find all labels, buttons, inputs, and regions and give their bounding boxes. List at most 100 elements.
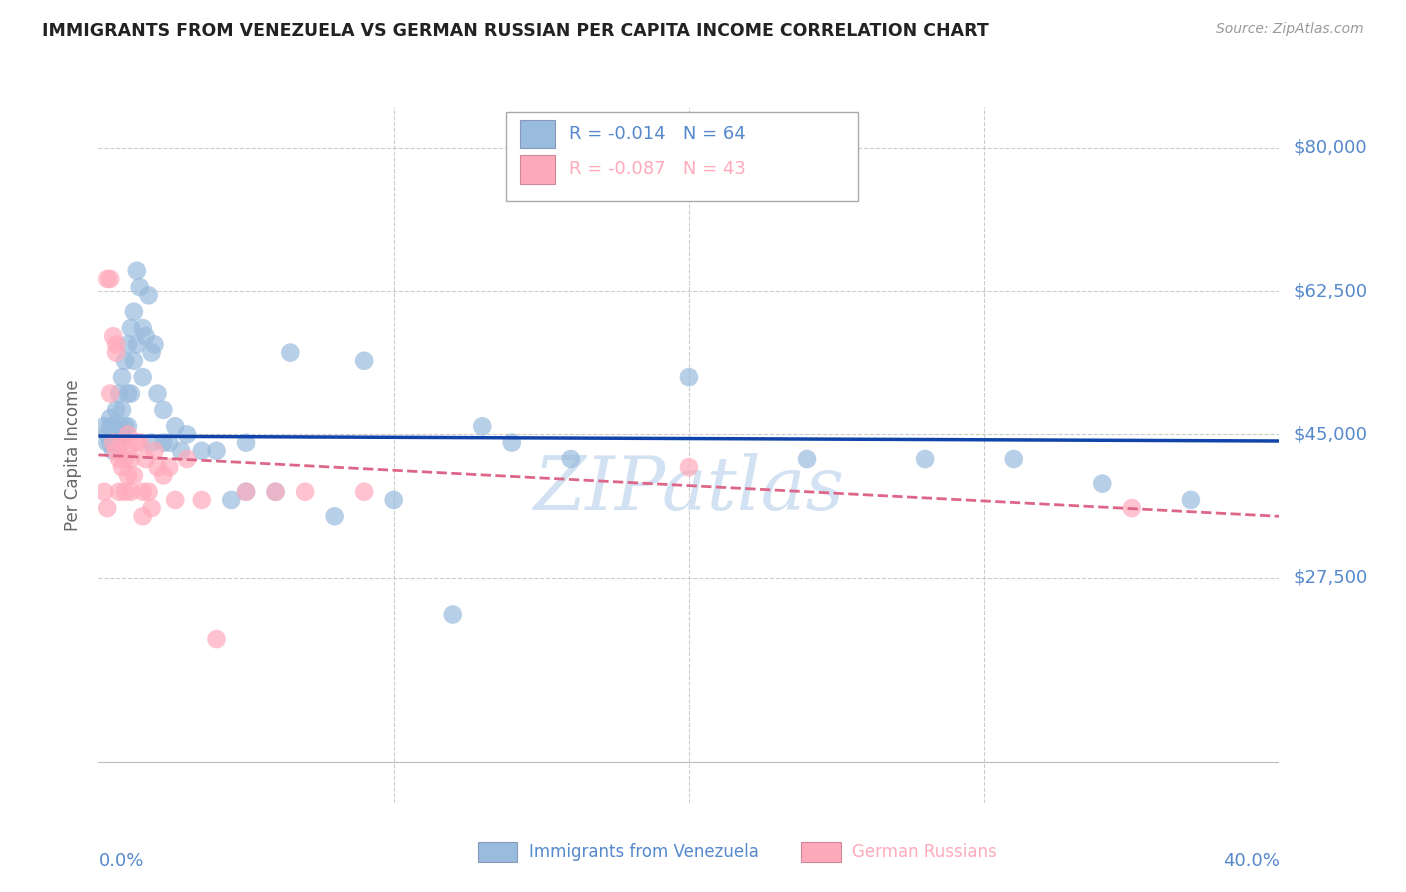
Point: [235, 435, 257, 450]
Point: [98, 411, 121, 425]
Point: [143, 337, 166, 351]
Point: [96, 427, 118, 442]
Point: [170, 443, 193, 458]
Point: [98, 419, 121, 434]
Point: [323, 509, 346, 524]
Point: [114, 452, 136, 467]
Point: [678, 370, 700, 384]
Point: [135, 452, 157, 467]
Text: German Russians: German Russians: [852, 843, 997, 861]
Point: [93, 419, 115, 434]
Point: [138, 484, 160, 499]
Point: [111, 427, 134, 442]
Point: [120, 484, 142, 499]
Point: [103, 443, 125, 458]
Point: [191, 443, 214, 458]
Point: [103, 329, 125, 343]
Point: [176, 452, 198, 467]
Point: [146, 460, 169, 475]
Point: [98, 386, 121, 401]
Point: [135, 329, 157, 343]
Point: [138, 288, 160, 302]
Point: [122, 468, 145, 483]
Point: [103, 419, 125, 434]
Point: [152, 403, 174, 417]
Point: [96, 272, 118, 286]
Point: [114, 419, 136, 434]
Point: [111, 403, 134, 417]
Point: [108, 484, 131, 499]
Point: [120, 386, 142, 401]
Point: [132, 509, 155, 524]
Point: [165, 419, 187, 434]
Point: [105, 403, 128, 417]
Point: [678, 460, 700, 475]
Point: [93, 484, 115, 499]
Text: $62,500: $62,500: [1294, 282, 1368, 301]
Point: [191, 492, 214, 507]
Text: IMMIGRANTS FROM VENEZUELA VS GERMAN RUSSIAN PER CAPITA INCOME CORRELATION CHART: IMMIGRANTS FROM VENEZUELA VS GERMAN RUSS…: [42, 22, 988, 40]
Point: [105, 427, 128, 442]
Point: [108, 419, 131, 434]
Point: [96, 501, 118, 516]
Point: [132, 484, 155, 499]
Point: [103, 427, 125, 442]
Point: [353, 484, 375, 499]
Point: [235, 484, 257, 499]
Point: [205, 443, 228, 458]
Point: [125, 435, 148, 450]
Text: Source: ZipAtlas.com: Source: ZipAtlas.com: [1216, 22, 1364, 37]
Point: [120, 321, 142, 335]
Point: [294, 484, 316, 499]
Point: [96, 435, 118, 450]
Point: [114, 353, 136, 368]
Point: [132, 321, 155, 335]
Point: [205, 632, 228, 646]
Text: ZIPatlas: ZIPatlas: [533, 453, 845, 526]
Point: [122, 353, 145, 368]
Point: [471, 419, 494, 434]
Point: [796, 452, 818, 467]
Point: [108, 386, 131, 401]
Point: [111, 460, 134, 475]
Point: [111, 370, 134, 384]
Point: [264, 484, 287, 499]
Point: [128, 435, 150, 450]
Point: [105, 337, 128, 351]
Point: [117, 386, 139, 401]
Point: [105, 345, 128, 359]
Point: [128, 280, 150, 294]
Point: [98, 272, 121, 286]
Point: [117, 443, 139, 458]
Point: [117, 419, 139, 434]
Point: [146, 386, 169, 401]
Point: [117, 468, 139, 483]
Point: [117, 427, 139, 442]
Point: [914, 452, 936, 467]
Point: [382, 492, 405, 507]
Point: [103, 435, 125, 450]
Point: [114, 484, 136, 499]
Point: [353, 353, 375, 368]
Point: [278, 345, 302, 359]
Text: 40.0%: 40.0%: [1223, 852, 1279, 870]
Point: [1002, 452, 1025, 467]
Point: [120, 452, 142, 467]
Point: [165, 492, 187, 507]
Point: [235, 484, 257, 499]
Point: [111, 435, 134, 450]
Point: [441, 607, 464, 622]
Point: [143, 443, 166, 458]
Point: [501, 435, 523, 450]
Point: [105, 443, 128, 458]
Y-axis label: Per Capita Income: Per Capita Income: [65, 379, 83, 531]
Point: [108, 435, 131, 450]
Point: [141, 435, 163, 450]
Point: [1091, 476, 1114, 491]
Point: [122, 304, 145, 318]
Point: [132, 370, 155, 384]
Point: [264, 484, 287, 499]
Point: [141, 501, 163, 516]
Point: [560, 452, 582, 467]
Point: [108, 452, 131, 467]
